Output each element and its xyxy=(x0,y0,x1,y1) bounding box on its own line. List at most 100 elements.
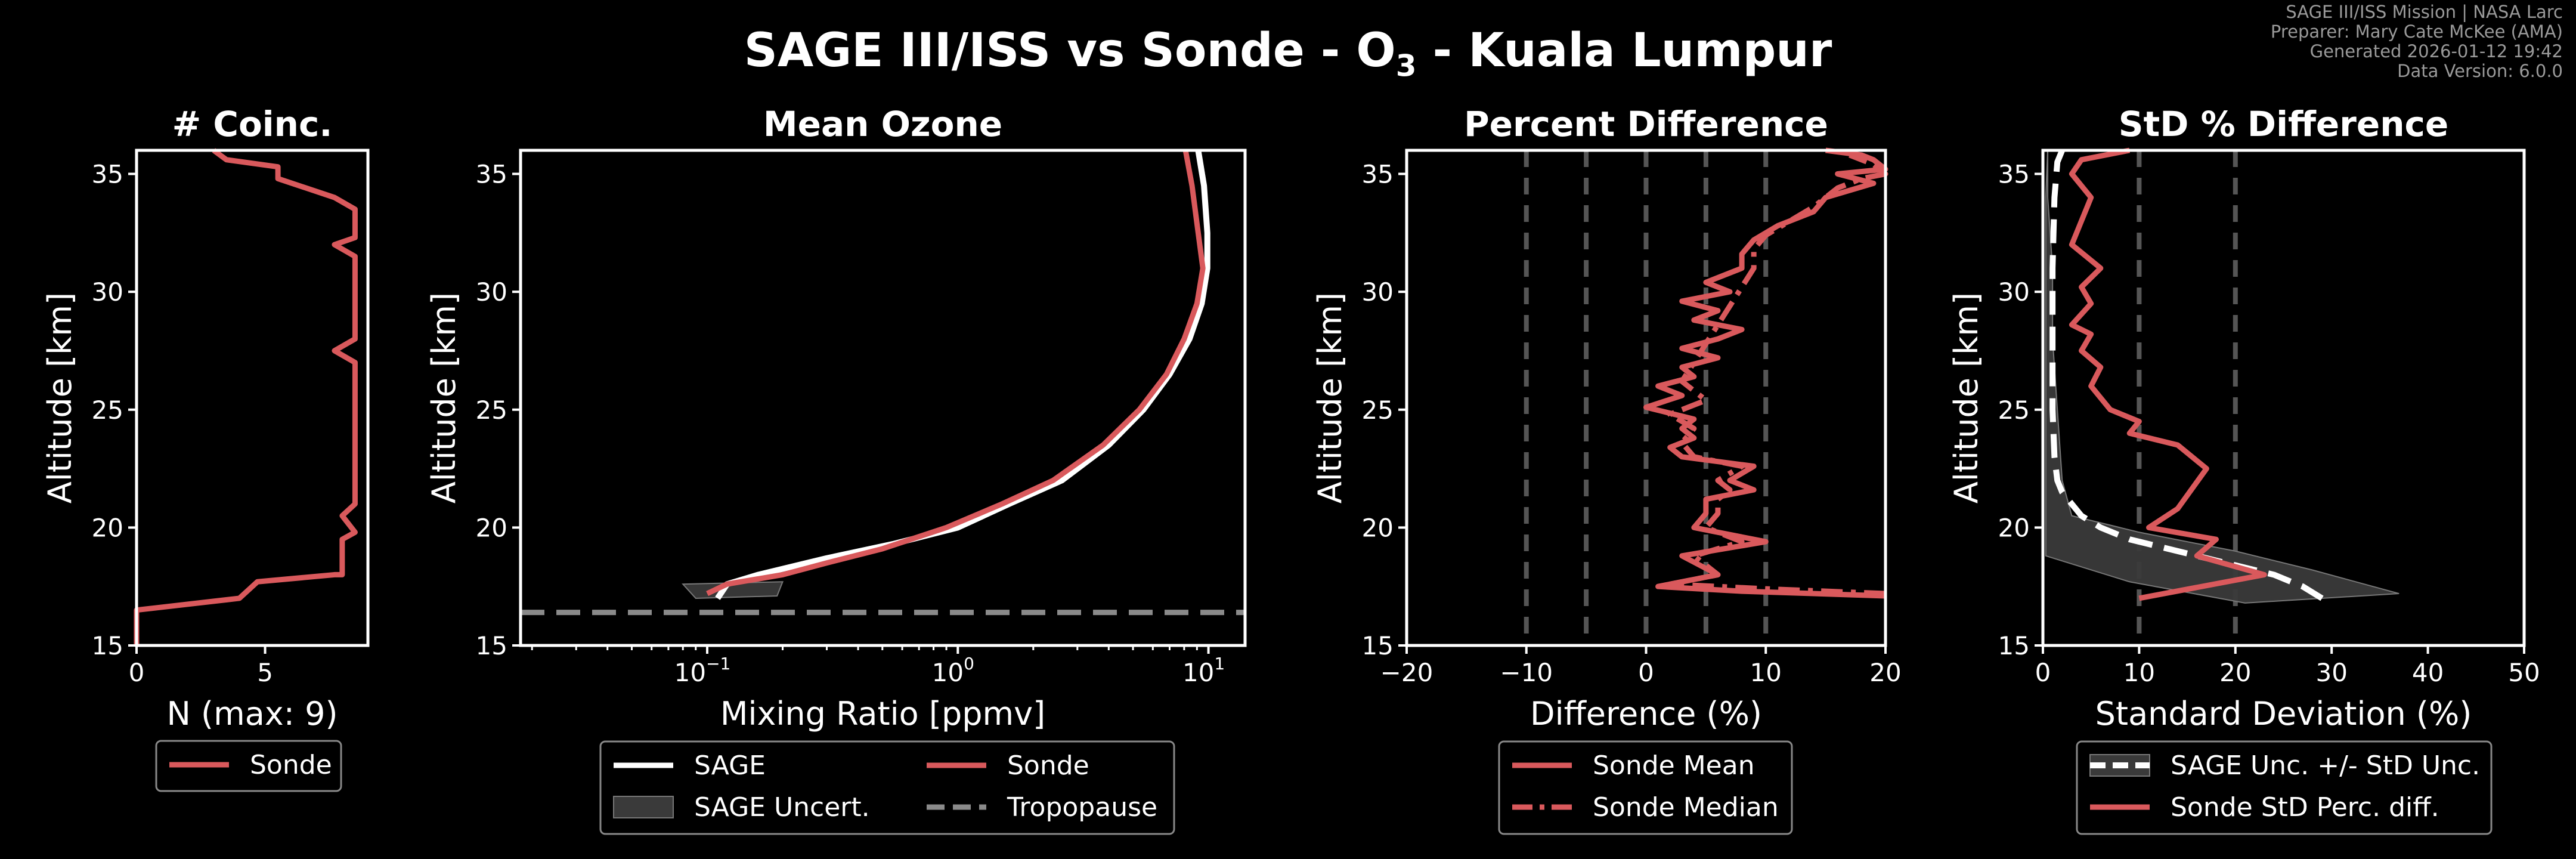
x-tick-label: 5 xyxy=(257,658,273,687)
x-tick-label: 10−1 xyxy=(674,654,731,687)
y-tick-label: 25 xyxy=(1362,395,1394,425)
y-axis-label: Altitude [km] xyxy=(1948,292,1985,503)
y-tick-label: 30 xyxy=(1362,277,1394,307)
y-tick-label: 30 xyxy=(92,277,123,307)
figure-title: SAGE III/ISS vs Sonde - O3 - Kuala Lumpu… xyxy=(0,24,2576,84)
x-tick-label: 20 xyxy=(1869,658,1901,687)
legend-item: Sonde StD Perc. diff. xyxy=(2090,792,2439,823)
legend-label: Sonde xyxy=(1007,750,1089,781)
y-axis-label: Altitude [km] xyxy=(1311,292,1349,503)
x-tick-label: 40 xyxy=(2412,658,2444,687)
x-tick-label: 20 xyxy=(2219,658,2251,687)
chart-std: StD % Difference 15 20 25 30 35 0 10 20 30 40 50 Sta… xyxy=(1948,104,2540,835)
y-tick-label: 30 xyxy=(1998,277,2030,307)
x-axis-label: Standard Deviation (%) xyxy=(2095,695,2472,733)
title-suffix: - Kuala Lumpur xyxy=(1416,24,1832,78)
legend-frame xyxy=(599,740,1175,835)
axes-frame xyxy=(2041,149,2526,647)
y-tick-label: 20 xyxy=(92,513,123,542)
x-tick-label: 100 xyxy=(932,654,974,687)
legend-label: SAGE Unc. +/- StD Unc. xyxy=(2171,750,2480,781)
axes-frame xyxy=(519,149,1247,647)
y-tick-label: 35 xyxy=(92,160,123,189)
y-tick-label: 15 xyxy=(476,631,507,660)
legend-item: Sonde Mean xyxy=(1512,750,1755,781)
x-tick-exponent: 0 xyxy=(964,654,974,673)
x-tick-exponent: 1 xyxy=(1214,654,1225,673)
legend-item: SAGE xyxy=(614,750,766,781)
series-sonde xyxy=(706,150,1206,597)
meta-line: Preparer: Mary Cate McKee (AMA) xyxy=(2270,21,2563,42)
x-tick-label: 50 xyxy=(2508,658,2540,687)
meta-line: SAGE III/ISS Mission | NASA Larc xyxy=(2286,2,2563,22)
y-tick-label: 35 xyxy=(476,160,507,189)
legend-item: Sonde xyxy=(927,750,1089,781)
title-prefix: SAGE III/ISS vs Sonde - O xyxy=(744,24,1396,78)
chart-pdiff: Percent Difference 15 20 25 30 35 −20 −10 0 10 20 D… xyxy=(1311,104,1902,835)
y-tick-label: 25 xyxy=(476,395,507,425)
legend-item: Sonde xyxy=(169,750,332,780)
legend-label: SAGE Uncert. xyxy=(694,792,870,823)
y-axis-label: Altitude [km] xyxy=(41,292,79,503)
legend-swatch xyxy=(613,796,674,818)
uncertainty-band xyxy=(2045,150,2399,604)
x-tick-label: 0 xyxy=(2035,658,2051,687)
legend: SAGE Sonde SAGE Uncert. Tropopause xyxy=(599,740,1175,835)
x-axis-label: Difference (%) xyxy=(1530,695,1762,733)
x-tick-label: 10 xyxy=(2123,658,2155,687)
y-tick-label: 20 xyxy=(1362,513,1394,542)
y-axis-label: Altitude [km] xyxy=(425,292,463,503)
chart-title: Mean Ozone xyxy=(763,104,1002,144)
legend: Sonde Mean Sonde Median xyxy=(1498,740,1793,835)
legend-item: SAGE Unc. +/- StD Unc. xyxy=(2089,750,2480,781)
y-tick-label: 15 xyxy=(1998,631,2030,660)
series-sonde-std-perc-diff- xyxy=(2069,147,2267,601)
chart-coinc: # Coinc. 15 20 25 30 35 0 5 N (max: 9) Altitude [… xyxy=(41,104,370,792)
meta-line: Generated 2026-01-12 19:42 xyxy=(2309,41,2563,61)
legend: Sonde xyxy=(155,740,342,792)
title-subscript: 3 xyxy=(1395,48,1417,84)
meta-line: Data Version: 6.0.0 xyxy=(2397,61,2563,81)
legend-label: Sonde StD Perc. diff. xyxy=(2171,792,2439,823)
x-tick-label: 101 xyxy=(1182,654,1225,687)
y-tick-label: 25 xyxy=(1998,395,2030,425)
series-sonde xyxy=(134,148,358,645)
x-tick-label: 0 xyxy=(1638,658,1654,687)
chart-title: StD % Difference xyxy=(2119,104,2448,144)
y-tick-label: 35 xyxy=(1998,160,2030,189)
y-tick-label: 15 xyxy=(1362,631,1394,660)
legend-label: SAGE xyxy=(694,750,766,781)
y-tick-label: 20 xyxy=(476,513,507,542)
series-sonde-median xyxy=(1667,152,1888,597)
legend-item: Tropopause xyxy=(927,792,1157,823)
legend-item: SAGE Uncert. xyxy=(613,792,870,823)
legend-frame xyxy=(155,740,342,792)
x-tick-label: −20 xyxy=(1380,658,1433,687)
y-tick-label: 25 xyxy=(92,395,123,425)
metadata-block: SAGE III/ISS Mission | NASA Larc Prepare… xyxy=(2271,2,2563,81)
series-sage xyxy=(715,150,1210,600)
legend-label: Tropopause xyxy=(1007,792,1157,823)
y-tick-label: 20 xyxy=(1998,513,2030,542)
x-tick-label: −10 xyxy=(1500,658,1553,687)
x-tick-label: 10 xyxy=(1750,658,1782,687)
legend-item: Sonde Median xyxy=(1512,792,1779,823)
chart-title: # Coinc. xyxy=(172,104,333,144)
x-tick-exponent: −1 xyxy=(706,654,730,673)
y-tick-label: 35 xyxy=(1362,160,1394,189)
x-axis-label: N (max: 9) xyxy=(166,695,338,733)
legend-label: Sonde xyxy=(250,750,332,780)
legend-frame xyxy=(2076,740,2493,835)
series-sonde-mean xyxy=(1643,147,1888,599)
x-tick-label: 0 xyxy=(129,658,145,687)
y-tick-label: 30 xyxy=(476,277,507,307)
legend-label: Sonde Mean xyxy=(1593,750,1755,781)
legend: SAGE Unc. +/- StD Unc. Sonde StD Perc. di… xyxy=(2076,740,2493,835)
y-tick-label: 15 xyxy=(92,631,123,660)
axes-frame xyxy=(135,149,370,647)
x-tick-label: 30 xyxy=(2315,658,2347,687)
x-axis-label: Mixing Ratio [ppmv] xyxy=(720,695,1045,733)
legend-label: Sonde Median xyxy=(1593,792,1779,823)
